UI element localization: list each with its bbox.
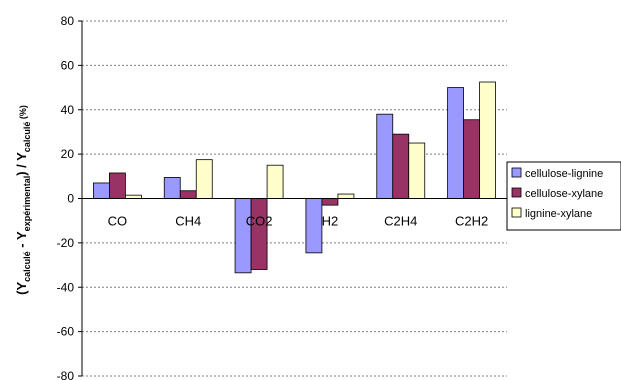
ylabel-unit: (%) [18,105,28,122]
y-tick-label: -20 [57,236,75,250]
ylabel-sub2: expérimental [22,176,32,232]
y-axis-label: (Ycalculé - Yexpérimental) / Ycalculé (%… [14,105,32,295]
bar-cellulose-lignine-CO2 [234,198,252,274]
y-tick-label: 60 [61,58,75,72]
y-tick-label: 0 [67,192,74,206]
ylabel-close: ) / Y [14,152,29,176]
ylabel-open: (Y [14,282,29,295]
bar-cellulose-lignine-C2H2 [447,87,464,199]
category-label: H2 [322,214,339,229]
legend-label: lignine-xylane [525,208,592,220]
bar-lignine-xylane-H2 [337,193,355,199]
bar-lignine-xylane-C2H4 [408,142,426,199]
bar-cellulose-xylane-CH4 [179,190,197,199]
legend-label: cellulose-lignine [525,168,603,180]
bar-cellulose-xylane-CO [109,172,126,199]
category-label: CO2 [246,214,273,229]
bars [93,81,496,274]
bar-lignine-xylane-CH4 [195,159,213,199]
bar-cellulose-lignine-C2H4 [376,113,394,199]
category-label: CO [108,214,128,229]
y-tick-labels: 80 60 40 20 0 -20 -40 -60 -80 [57,14,82,380]
category-label: C2H2 [455,214,488,229]
bar-cellulose-lignine-CO [93,182,110,199]
y-tick-label: 20 [61,147,75,161]
legend-swatch [511,167,522,178]
y-tick-label: -40 [57,280,75,294]
bar-lignine-xylane-CO2 [266,164,284,199]
gridlines [82,20,507,377]
ylabel-sub1: calculé [22,251,32,282]
bar-cellulose-xylane-H2 [321,198,339,206]
bar-cellulose-xylane-C2H2 [463,119,480,199]
ylabel-mid: - Y [14,231,29,251]
legend-label: cellulose-xylane [525,188,603,200]
legend-swatch [511,187,522,198]
legend-swatch [511,207,522,218]
bar-cellulose-lignine-H2 [305,198,323,254]
category-labels: CO CH4 CO2 H2 C2H4 C2H2 [108,214,489,229]
legend-box [506,161,621,231]
y-tick-label: 80 [61,14,75,28]
y-tick-label: 40 [61,103,75,117]
category-label: C2H4 [384,214,417,229]
category-label: CH4 [175,214,201,229]
legend: cellulose-lignine cellulose-xylane lignine… [506,161,621,231]
ylabel-sub3: calculé [22,122,32,153]
bar-cellulose-xylane-C2H4 [392,133,410,199]
bar-cellulose-xylane-CO2 [250,198,268,270]
bar-lignine-xylane-C2H2 [479,81,496,199]
y-tick-label: -60 [57,325,75,339]
bar-cellulose-lignine-CH4 [163,177,181,199]
y-tick-label: -80 [57,369,75,380]
